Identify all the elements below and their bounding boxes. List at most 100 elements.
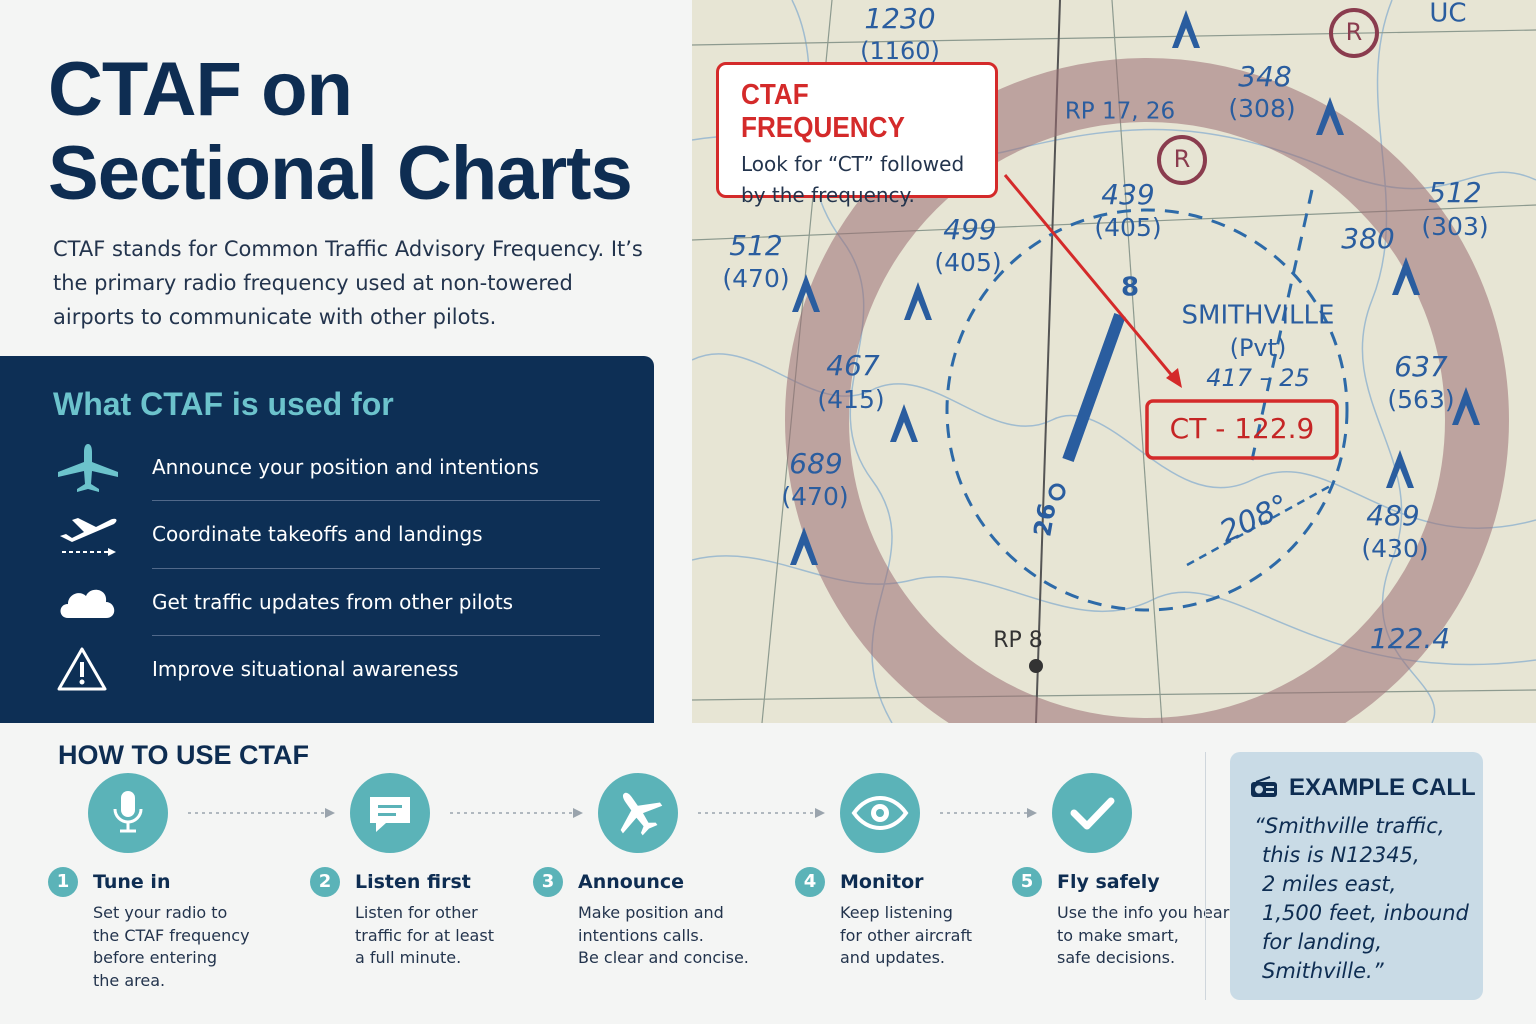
map-label: (430) [1361,534,1428,563]
arrow-head [573,808,583,818]
map-label: (Pvt) [1230,334,1287,362]
step-arrow [698,808,825,818]
map-label: (470) [722,264,789,293]
use-item: Coordinate takeoffs and landings [152,501,600,569]
example-line: “Smithville traffic, [1254,814,1445,838]
takeoff-icon [60,518,117,556]
arrow-head [815,808,825,818]
step-text-line: intentions calls. [578,925,704,945]
step-badge: 5 [1012,867,1042,897]
divider [1205,752,1206,1000]
map-label: (405) [934,248,1001,277]
example-text: “Smithville traffic, this is N12345, 2 mil… [1254,812,1469,986]
icon-part [840,773,920,853]
radio-icon [1251,776,1277,797]
step-text-line: and updates. [840,948,945,967]
step-title: Monitor [840,871,924,893]
title: CTAF on Sectional Charts [48,47,633,216]
map-label: (563) [1387,385,1454,414]
icon-part [598,773,678,853]
icon-part [620,792,663,836]
callout-text: Look for “CT” followed by the frequency. [741,149,973,211]
use-item: Announce your position and intentions [152,433,600,501]
map-label: 689 [789,447,842,480]
step-text-line: traffic for at least [355,925,494,945]
map-label: (303) [1421,212,1488,241]
icon-part [1070,797,1115,830]
example-line: for landing, [1262,930,1383,954]
step-title: Fly safely [1057,871,1160,893]
map-label: (308) [1228,94,1295,123]
step-title: Tune in [93,871,171,893]
map-label: 439 [1101,178,1154,211]
map-label: (405) [1094,213,1161,242]
step-text-line: before entering [93,948,217,967]
use-item: Improve situational awareness [152,657,459,681]
map-label: 8 [1121,273,1139,303]
map-label: 1230 [864,2,935,35]
icon-part [350,773,430,853]
step-arrow [450,808,583,818]
map-label: RP 8 [993,628,1043,653]
example-heading: EXAMPLE CALL [1289,774,1476,801]
step-text-line: the CTAF frequency [93,925,250,945]
map-label: 26 [1028,501,1061,539]
step-text: Set your radio to the CTAF frequency befor… [93,902,250,992]
map-label: RP 17, 26 [1065,99,1175,125]
icon-part [851,796,909,830]
step-text-line: Keep listening [840,903,953,922]
step-text-line: Use the info you hear [1057,903,1230,922]
map-label: (415) [817,385,884,414]
step-text: Make position and intentions calls. Be cle… [578,902,749,970]
title-line: Sectional Charts [48,131,633,216]
cloud-icon [60,589,115,618]
plane-icon [58,444,118,492]
uses-heading: What CTAF is used for [53,386,394,422]
example-line: this is N12345, [1262,843,1420,867]
title-line: CTAF on [48,47,353,132]
how-to-heading: HOW TO USE CTAF [58,740,309,770]
example-line: 1,500 feet, inbound [1262,901,1469,925]
map-label: 512 [1428,176,1481,209]
map-label: 467 [826,349,880,382]
step-badge: 4 [795,867,825,897]
step-text-line: Listen for other [355,903,478,922]
step-icon [1052,773,1132,853]
step-icon [88,773,168,853]
step-text: Listen for other traffic for at least a fu… [355,902,494,970]
map-label: UC [1429,0,1466,29]
step-icon [350,773,430,853]
map-label: SMITHVILLE [1182,301,1335,331]
step-text-line: Make position and [578,903,724,922]
map-label: 122.4 [1370,622,1450,655]
step-badge: 3 [533,867,563,897]
step-text-line: a full minute. [355,948,462,967]
map-label: R [1346,18,1363,46]
step-text: Use the info you hear to make smart, safe … [1057,902,1229,970]
step-text-line: safe decisions. [1057,948,1176,967]
example-box: EXAMPLE CALL “Smithville traffic, this is… [1230,752,1483,1000]
map-label: R [1174,145,1191,173]
intro: CTAF stands for Common Traffic Advisory … [53,237,643,329]
step-badge: 1 [48,867,78,897]
callout: CTAF FREQUENCY Look for “CT” followed by … [716,62,998,207]
map-label: 637 [1394,350,1448,383]
icon-part [121,791,135,817]
callout-line: by the frequency. [741,183,915,207]
warning-icon [57,647,107,691]
map-label: (470) [781,482,848,511]
icon-part [620,792,663,836]
step-text-line: Set your radio to [93,903,228,922]
step-title: Announce [578,871,685,893]
step-text-line: to make smart, [1057,925,1179,945]
callout-line: Look for “CT” followed [741,152,965,176]
icon-part [378,805,402,808]
step-arrow [940,808,1037,818]
map-label: 489 [1366,499,1419,532]
map-label: 348 [1238,60,1291,93]
arrow-head [325,808,335,818]
map-label: 499 [943,213,996,246]
uses-panel: What CTAF is used for Announce your posi… [0,356,654,723]
step-icon [840,773,920,853]
